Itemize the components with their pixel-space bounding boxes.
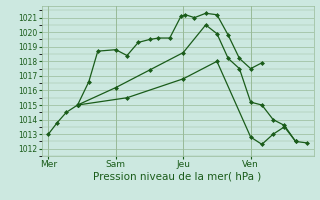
X-axis label: Pression niveau de la mer( hPa ): Pression niveau de la mer( hPa ): [93, 172, 262, 182]
